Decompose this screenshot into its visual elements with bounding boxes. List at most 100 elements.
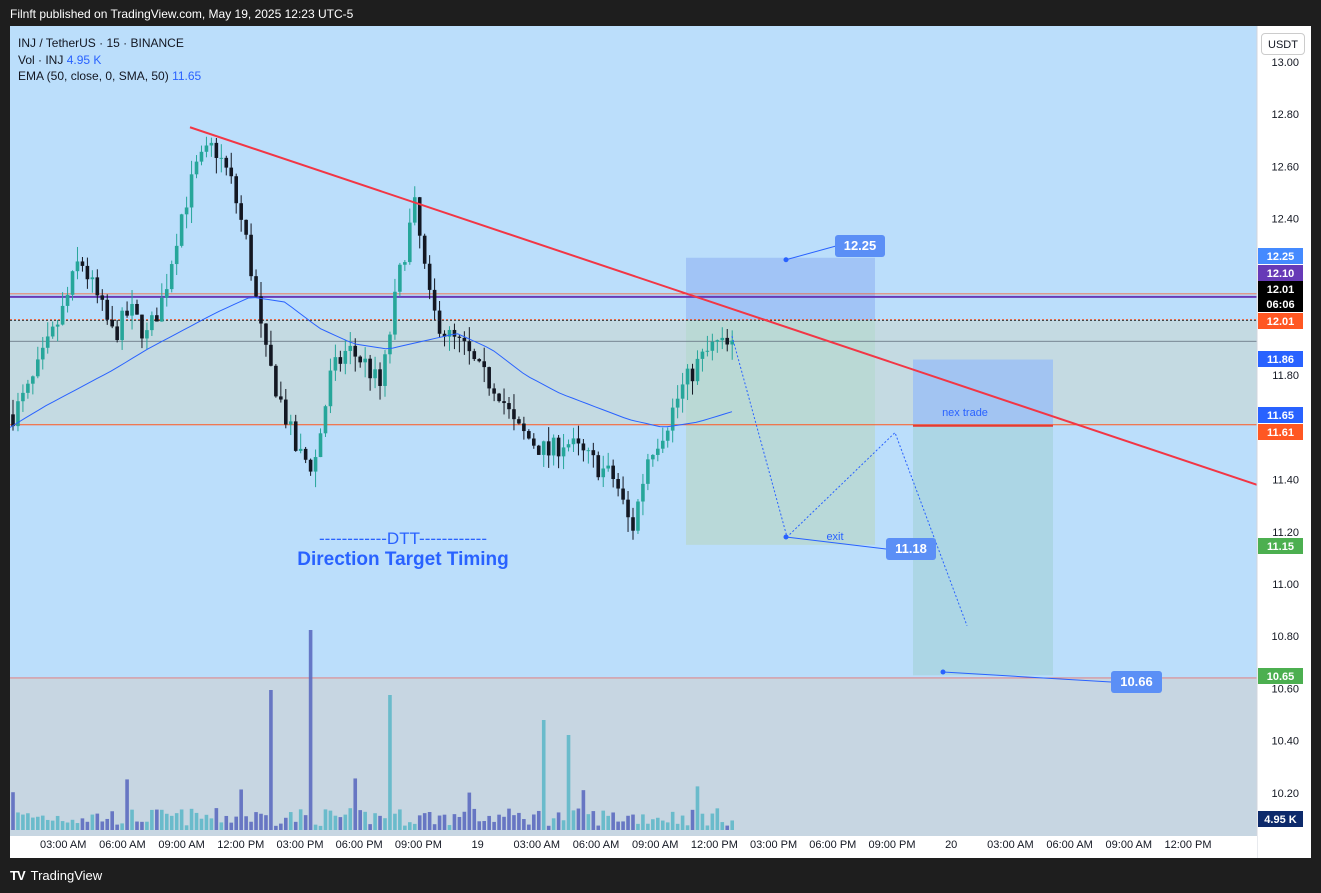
candle[interactable] (541, 441, 546, 455)
candle[interactable] (611, 465, 615, 480)
candle[interactable] (477, 359, 482, 362)
candle[interactable] (50, 326, 55, 337)
candle[interactable] (160, 297, 164, 322)
candle[interactable] (695, 358, 700, 382)
candle[interactable] (150, 315, 154, 331)
candle[interactable] (293, 421, 298, 451)
candle[interactable] (36, 359, 40, 377)
candle[interactable] (388, 334, 392, 355)
candle[interactable] (140, 314, 144, 339)
price-label-box[interactable] (1258, 351, 1303, 367)
candle[interactable] (527, 431, 531, 439)
price-label-box[interactable] (1258, 248, 1303, 264)
candle[interactable] (447, 329, 452, 337)
candle[interactable] (512, 409, 516, 420)
candle[interactable] (130, 303, 134, 316)
candle[interactable] (269, 344, 273, 366)
price-label-box[interactable] (1258, 313, 1303, 329)
candle[interactable] (675, 398, 680, 408)
candle[interactable] (229, 167, 234, 177)
candle[interactable] (596, 455, 601, 478)
candle[interactable] (115, 326, 119, 341)
candle[interactable] (274, 365, 278, 397)
candle[interactable] (383, 354, 387, 386)
candle[interactable] (680, 384, 685, 399)
candle[interactable] (298, 448, 303, 451)
candle[interactable] (348, 345, 353, 351)
symbol-line[interactable]: INJ / TetherUS · 15 · BINANCE (18, 36, 184, 50)
candle[interactable] (601, 468, 606, 478)
candle[interactable] (690, 368, 695, 382)
candle[interactable] (462, 337, 467, 342)
price-label-box[interactable] (1258, 296, 1303, 312)
candle[interactable] (313, 457, 318, 472)
candle[interactable] (179, 214, 184, 246)
long-profit-zone[interactable] (686, 257, 875, 321)
candle[interactable] (467, 341, 472, 352)
candle[interactable] (164, 289, 169, 298)
candle[interactable] (422, 235, 427, 264)
candle[interactable] (358, 356, 362, 363)
candle[interactable] (155, 315, 159, 322)
candle[interactable] (45, 336, 50, 348)
candle[interactable] (581, 443, 586, 451)
candle[interactable] (105, 299, 110, 320)
candle[interactable] (457, 336, 462, 338)
candle[interactable] (85, 265, 90, 280)
candle[interactable] (184, 207, 189, 215)
candle[interactable] (145, 330, 149, 339)
projection-path[interactable] (731, 335, 968, 626)
ema-label[interactable]: EMA (50, close, 0, SMA, 50) (18, 69, 169, 83)
candle[interactable] (194, 161, 199, 175)
candle[interactable] (279, 396, 283, 400)
candle[interactable] (378, 369, 382, 386)
candle[interactable] (239, 203, 243, 220)
candle[interactable] (685, 368, 690, 385)
candle[interactable] (487, 367, 491, 389)
candle[interactable] (55, 324, 60, 327)
candle[interactable] (403, 262, 407, 265)
candle[interactable] (120, 310, 124, 341)
price-label-box[interactable] (1258, 407, 1303, 423)
candle[interactable] (204, 145, 209, 152)
exit-target-label-box[interactable] (886, 538, 936, 560)
final-target-label-box[interactable] (1111, 671, 1162, 693)
candle[interactable] (710, 341, 715, 351)
currency-button[interactable]: USDT (1261, 33, 1305, 55)
candle[interactable] (214, 142, 219, 158)
candle[interactable] (209, 142, 214, 146)
candle[interactable] (482, 361, 486, 368)
candle[interactable] (328, 370, 333, 407)
candle[interactable] (303, 448, 308, 460)
candle[interactable] (65, 294, 70, 306)
candle[interactable] (338, 357, 343, 364)
candle[interactable] (665, 430, 670, 441)
candle[interactable] (646, 459, 650, 484)
candle[interactable] (80, 261, 85, 266)
candle[interactable] (720, 337, 725, 341)
candle[interactable] (11, 414, 15, 427)
candle[interactable] (318, 433, 323, 458)
vol-label[interactable]: Vol · INJ (18, 52, 64, 67)
candle[interactable] (284, 399, 288, 425)
candle[interactable] (522, 423, 526, 432)
candle[interactable] (363, 358, 367, 363)
candle[interactable] (556, 437, 561, 457)
candle[interactable] (591, 450, 596, 456)
candle[interactable] (700, 351, 705, 359)
candle[interactable] (40, 347, 45, 360)
price-label-box[interactable] (1258, 538, 1303, 554)
candle[interactable] (561, 447, 566, 457)
short-target-zone[interactable] (913, 424, 1053, 676)
candle[interactable] (125, 310, 129, 316)
price-label-box[interactable] (1258, 668, 1303, 684)
candle[interactable] (323, 406, 328, 434)
candle[interactable] (189, 174, 194, 208)
candle[interactable] (417, 197, 422, 236)
candle[interactable] (90, 277, 95, 280)
target-high-label-box[interactable] (835, 235, 885, 257)
candle[interactable] (670, 407, 675, 431)
candle[interactable] (730, 340, 734, 345)
candle[interactable] (492, 388, 496, 394)
candle[interactable] (31, 376, 35, 384)
